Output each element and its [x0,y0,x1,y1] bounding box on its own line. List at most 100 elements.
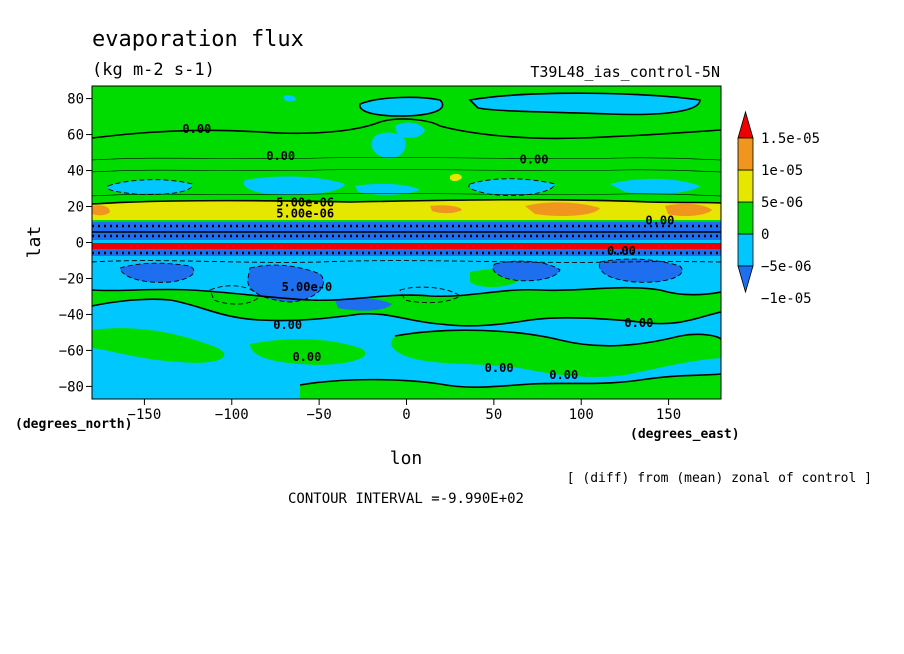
colorbar-label: −1e-05 [761,291,812,307]
contour-interval: CONTOUR INTERVAL =-9.990E+02 [288,491,524,507]
contour-label: 0.00 [520,152,549,166]
y-axis-ticks: 80 60 40 20 0 −20 −40 −60 −80 [59,92,92,395]
x-axis-label: lon [390,448,423,469]
run-label: T39L48_ias_control-5N [530,63,720,81]
field-blob-cyan-n1 [107,179,193,195]
x-tick-label: 100 [569,407,594,423]
colorbar-box [737,201,754,235]
plot-area: 0.00 0.00 0.00 5.00e-065.00e-06 0.00 0.00 5.00… [92,86,721,399]
field-strip-equator-blue-south [92,249,721,256]
contour-thin-3 [92,193,721,197]
field-blob-blue-1 [120,263,194,283]
colorbar-label: 1e-05 [761,163,803,179]
y-tick-label: 60 [67,128,84,144]
contour-line-7 [299,373,721,388]
contour-dash-6 [209,285,261,305]
x-tick-label: 150 [656,407,681,423]
contour-lines-solid [92,92,721,388]
field-patch-south-green-1 [92,328,225,363]
contour-dash-2 [119,262,195,283]
contour-line-9 [468,92,701,116]
contour-line-2 [92,198,721,205]
field-patch-south-green-4 [300,374,721,399]
field-patch-orange-1 [92,205,110,216]
contour-dash-9 [468,178,556,196]
contour-label: 0.00 [292,350,321,364]
contour-line-4 [92,286,721,302]
chart-title: evaporation flux [92,27,304,52]
field-blob-blue-5 [599,259,683,283]
y-tick-label: 20 [67,200,84,216]
colorbar-box [737,169,754,203]
contour-label: 5.00e-06 [276,196,334,210]
x-axis-ticks: −150 −100 −50 0 50 100 150 [128,399,681,423]
contour-label: 0.00 [485,361,514,375]
field-blob-cyan-arctic-2 [371,132,406,159]
field-blob-cyan-arctic-5 [284,95,296,102]
contour-label: 5.00e-0 [282,280,333,294]
contour-dash-7 [399,286,461,304]
colorbar-box [737,233,754,267]
field-strip-equator-blue [92,222,721,240]
field-blob-cyan-n2 [243,176,345,195]
field-patch-south-green-3 [391,330,721,377]
contour-dash-5 [598,258,683,283]
contour-thin-2 [92,169,721,173]
field-band-north-positive [92,199,721,220]
contour-label: 0.00 [645,214,674,228]
contour-label: 0.00 [549,368,578,382]
contour-lines-thin [92,157,721,197]
field-patch-orange-4 [430,205,462,214]
contour-dash-1 [92,260,721,263]
y-unit-label: (degrees_north) [15,417,132,432]
field-blob-cyan-n3 [355,183,420,195]
field-blob-blue-2 [247,265,324,302]
contour-dash-3 [247,264,324,303]
colorbar-label: −5e-06 [761,259,812,275]
field-blob-cyan-n5 [610,178,700,194]
colorbar-triangle-bottom [737,265,754,294]
field-blob-cyan-arctic-1 [359,97,443,116]
y-tick-label: 40 [67,164,84,180]
x-tick-label: −50 [306,407,331,423]
y-tick-label: −20 [59,271,84,287]
x-tick-label: 50 [485,407,502,423]
contour-dash-8 [107,179,193,195]
contour-label: 5.00e-06 [276,206,334,220]
contour-dash-4 [492,260,561,282]
contour-line-5 [92,298,721,327]
y-tick-label: −60 [59,343,84,359]
y-tick-label: 0 [76,236,84,252]
field-patch-yellow-small [450,173,462,182]
field-patch-south-green-2 [250,339,366,365]
field-blob-blue-4 [492,261,560,281]
field-blob-cyan-arctic-4 [470,93,700,115]
colorbar-triangle-top [737,110,754,139]
colorbar-box [737,137,754,171]
field-patch-orange-3 [665,203,712,217]
contour-labels: 0.00 0.00 0.00 5.00e-065.00e-06 0.00 0.00 5.00… [182,122,674,382]
y-tick-label: −40 [59,307,84,323]
footnote: [ (diff) from (mean) zonal of control ] [567,471,872,486]
contour-label: 0.00 [624,316,653,330]
contour-label: 0.00 [266,149,295,163]
colorbar-label: 1.5e-05 [761,131,820,147]
y-axis-label: lat [24,226,45,259]
field-blob-cyan-arctic-3 [395,122,425,138]
contour-label: 0.00 [182,122,211,136]
chart-units: (kg m-2 s-1) [92,60,215,80]
x-tick-label: −100 [215,407,249,423]
contour-line-6 [394,329,721,347]
contour-lines-dashed [92,178,721,305]
field-patch-orange-2 [525,202,600,216]
x-unit-label: (degrees_east) [630,427,740,442]
colorbar: 1.5e-05 1e-05 5e-06 0 −5e-06 −1e-05 [737,110,820,307]
contour-label: 0.00 [607,244,636,258]
y-tick-label: −80 [59,379,84,395]
x-tick-label: −150 [128,407,162,423]
colorbar-label: 0 [761,227,769,243]
contour-thin-1 [92,157,721,161]
contour-line-1 [92,118,721,140]
